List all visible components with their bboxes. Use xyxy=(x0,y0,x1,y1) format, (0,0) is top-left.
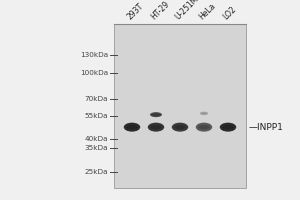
Ellipse shape xyxy=(222,125,234,129)
Ellipse shape xyxy=(201,113,207,114)
Text: LO2: LO2 xyxy=(222,4,238,21)
Ellipse shape xyxy=(198,125,210,129)
Ellipse shape xyxy=(126,125,138,129)
Text: HeLa: HeLa xyxy=(198,1,218,21)
Ellipse shape xyxy=(200,112,208,115)
Ellipse shape xyxy=(220,123,236,132)
Text: U-251MG: U-251MG xyxy=(174,0,205,21)
Ellipse shape xyxy=(172,123,188,132)
Text: 100kDa: 100kDa xyxy=(80,70,108,76)
Text: 55kDa: 55kDa xyxy=(85,113,108,119)
Text: 70kDa: 70kDa xyxy=(85,96,108,102)
Text: HT-29: HT-29 xyxy=(150,0,172,21)
Ellipse shape xyxy=(150,125,162,129)
Ellipse shape xyxy=(152,113,160,116)
Text: 40kDa: 40kDa xyxy=(85,136,108,142)
Ellipse shape xyxy=(148,123,164,132)
Text: —INPP1: —INPP1 xyxy=(249,123,284,132)
Text: 293T: 293T xyxy=(126,1,146,21)
Ellipse shape xyxy=(124,123,140,132)
Ellipse shape xyxy=(174,125,186,129)
Text: 35kDa: 35kDa xyxy=(85,145,108,151)
Bar xyxy=(114,24,246,188)
Ellipse shape xyxy=(196,123,212,132)
Ellipse shape xyxy=(150,112,162,117)
Text: 25kDa: 25kDa xyxy=(85,169,108,175)
Text: 130kDa: 130kDa xyxy=(80,52,108,58)
